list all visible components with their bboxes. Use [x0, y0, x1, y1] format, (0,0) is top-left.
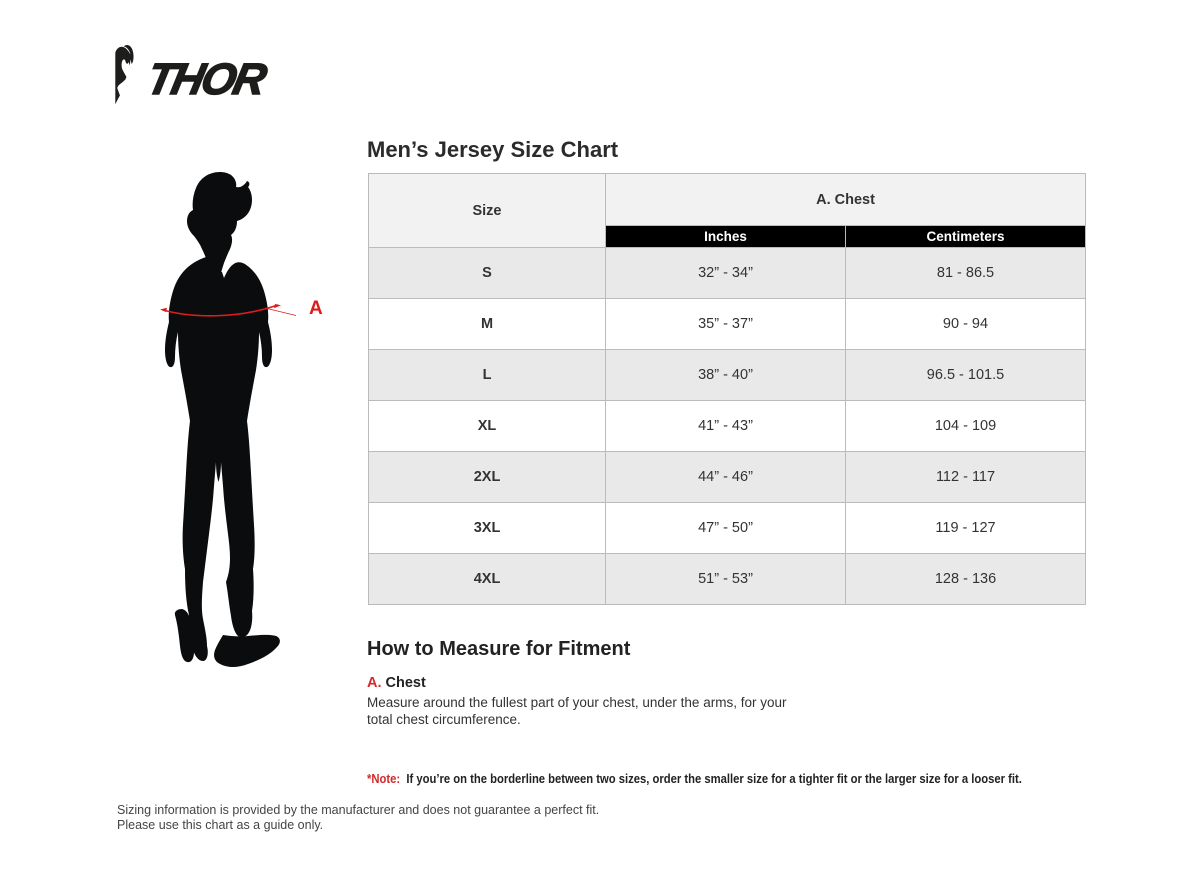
svg-text:THOR: THOR: [142, 55, 270, 103]
